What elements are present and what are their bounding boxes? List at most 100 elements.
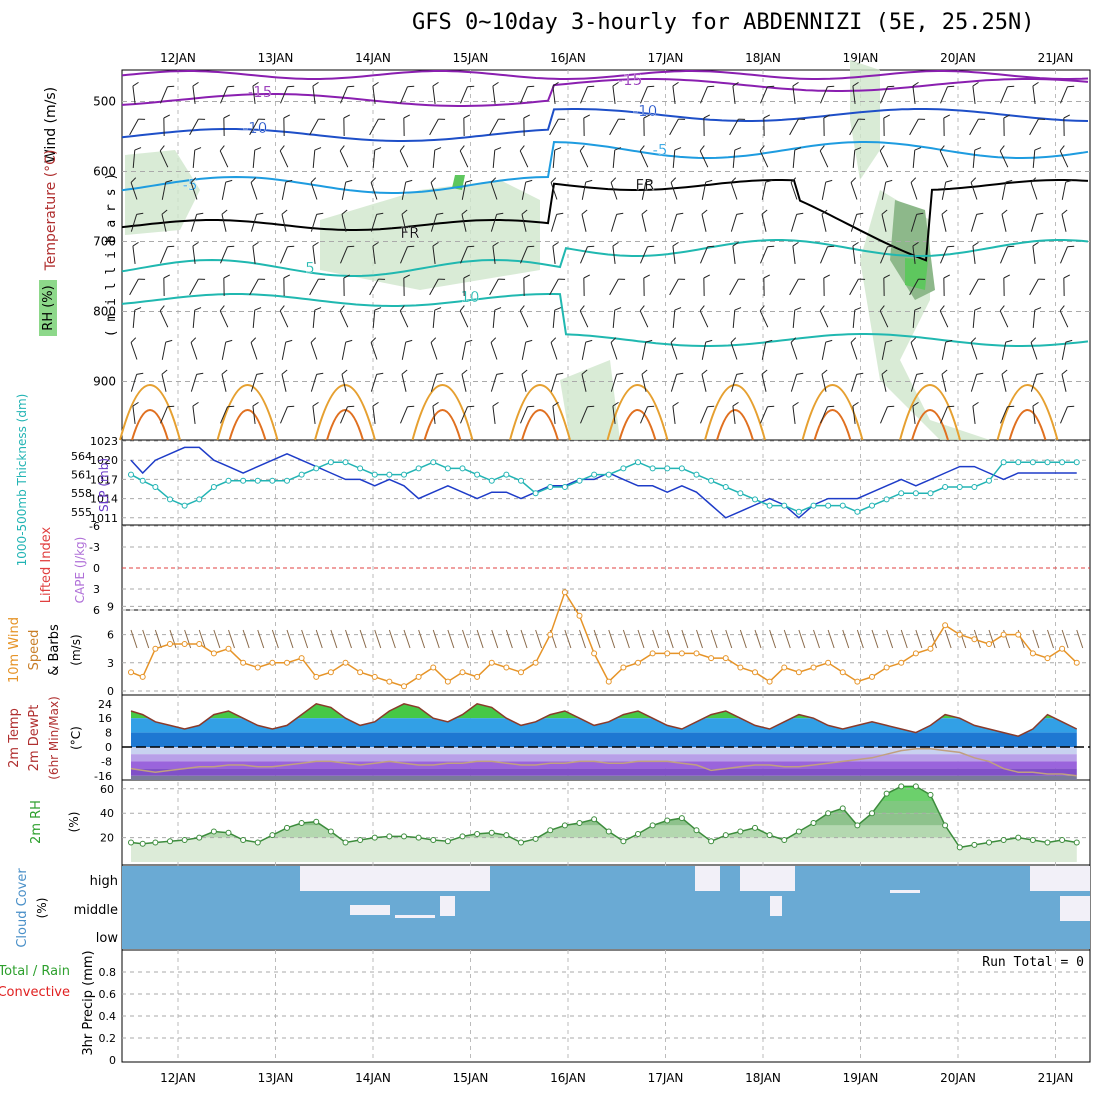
- dewpoint-line: [130, 748, 1077, 777]
- wind-barb-flag: [341, 369, 348, 375]
- wind-barb: [460, 245, 475, 264]
- thickness-line-point: [810, 502, 817, 509]
- precip-legend-convective: Convective: [0, 985, 70, 1000]
- wind-barb: [430, 337, 438, 360]
- surface-wind-barb: [315, 629, 323, 649]
- wind-barb: [790, 177, 798, 200]
- wind-barb-staff: [852, 86, 856, 104]
- wind-barb-flag: [314, 147, 322, 151]
- wind-barb-flag: [1001, 369, 1008, 375]
- wind-barb-staff: [370, 342, 378, 360]
- wind-barb-staff: [941, 214, 947, 232]
- wind-barb: [881, 209, 888, 232]
- rh-line-point: [474, 830, 481, 837]
- wind-barb-staff: [852, 309, 856, 329]
- wind-barb-staff: [552, 149, 556, 169]
- wind-barb-flag: [856, 212, 864, 215]
- wind-barb: [372, 307, 382, 329]
- wind-barb: [399, 305, 409, 328]
- wind-barb: [461, 369, 468, 392]
- wind-barb: [189, 118, 206, 136]
- wind-speed-line-point: [869, 673, 875, 680]
- wind-axis-label: Wind (m/s): [43, 87, 59, 163]
- wind-barb-flag: [850, 337, 857, 343]
- wind-barb-flag: [434, 307, 442, 311]
- wind-barb-staff: [461, 342, 467, 360]
- wind-barb-flag: [281, 369, 288, 375]
- surface-wind-barb: [622, 629, 630, 649]
- pressure-tick: 700: [93, 235, 116, 249]
- rh-line-point: [752, 824, 758, 831]
- rh-line-point: [152, 839, 159, 846]
- wind-barb-flag: [316, 212, 324, 215]
- wind-barb-flag: [556, 372, 564, 375]
- wind-barb: [730, 337, 738, 360]
- wind-barb-flag: [879, 305, 885, 312]
- wind-barb: [641, 339, 653, 360]
- wind-barb-staff: [910, 342, 918, 360]
- wind-barb: [970, 337, 978, 360]
- surface-wind-barb: [652, 629, 660, 649]
- wind-barb-staff: [729, 118, 739, 136]
- wind-barb-staff: [340, 246, 348, 264]
- temp-label-1: 2m Temp: [7, 708, 22, 768]
- wind-barb: [729, 278, 746, 296]
- surface-wind-barb: [301, 629, 309, 649]
- rh-band: [131, 837, 1077, 862]
- wind-barb: [972, 401, 979, 424]
- wind-barb-flag: [972, 401, 979, 407]
- wind-barb-staff: [820, 406, 828, 424]
- wind-barb-flag: [558, 278, 566, 280]
- wind-barb: [549, 118, 566, 136]
- wind-barb-staff: [672, 309, 676, 329]
- wind-barb-flag: [227, 405, 235, 408]
- wind-barb-flag: [283, 274, 291, 279]
- wind-barb-flag: [1003, 274, 1011, 279]
- thickness-line-point: [649, 465, 656, 472]
- temp-band: [131, 761, 1077, 769]
- thickness-line-point: [605, 471, 612, 478]
- rh-line-point: [971, 841, 978, 848]
- wind-barb-staff: [400, 406, 408, 424]
- wind-speed-line-point: [576, 612, 583, 619]
- wind-barb: [401, 339, 413, 360]
- wind-barb-staff: [732, 406, 736, 424]
- wind-barb: [432, 241, 439, 264]
- rh-line-point: [371, 834, 378, 841]
- wind-barb-flag: [492, 81, 499, 87]
- top-day-label: 18JAN: [745, 51, 781, 65]
- wind-barb-flag: [616, 212, 624, 215]
- wind-barb: [219, 145, 229, 168]
- wind-barb-flag: [312, 401, 319, 407]
- wind-barb: [250, 337, 258, 360]
- wind-barb-flag: [250, 337, 257, 343]
- wind-barb-staff: [340, 406, 348, 424]
- wind-barb: [372, 81, 379, 104]
- wind-barb-flag: [910, 177, 917, 183]
- surface-wind-barb: [345, 629, 352, 649]
- surface-wind-barb: [476, 629, 484, 649]
- temp-line: [130, 702, 1078, 737]
- wind-barb-staff: [341, 182, 347, 200]
- contour-5: [121, 239, 1089, 277]
- wind-barb: [732, 401, 739, 424]
- rh-line-point: [591, 816, 598, 823]
- surface-wind-barb: [754, 629, 762, 649]
- wind-barb-flag: [732, 401, 739, 407]
- wind-barb: [852, 401, 859, 424]
- wind-barb-staff: [789, 118, 799, 136]
- wind-barb: [220, 405, 235, 424]
- wind-barb-staff: [972, 246, 976, 264]
- wind-barb-staff: [909, 118, 919, 136]
- rh-line-point: [210, 828, 217, 835]
- surface-wind-barb: [1032, 629, 1040, 649]
- wind-barb-flag: [165, 339, 173, 343]
- wind-barb-staff: [1001, 182, 1007, 200]
- wind-barb: [160, 245, 175, 264]
- cloud-patch: [350, 905, 390, 915]
- wind-barb-flag: [707, 405, 715, 408]
- wind-barb-staff: [732, 246, 736, 264]
- surface-wind-barb: [491, 629, 499, 649]
- wind-barb-staff: [639, 150, 649, 168]
- wind-barb-flag: [167, 405, 175, 408]
